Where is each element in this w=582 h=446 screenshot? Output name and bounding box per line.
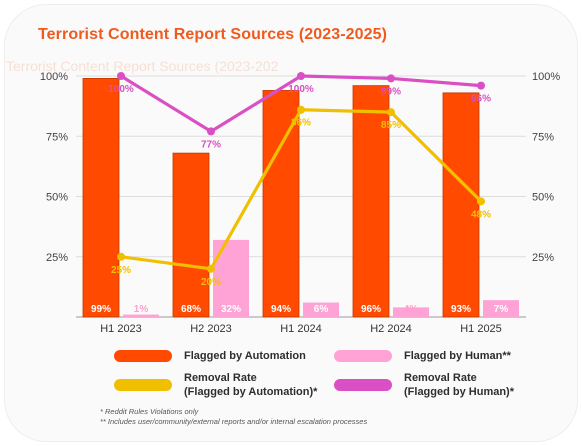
bar-label-human: 6% — [314, 304, 329, 315]
legend-item-removal-automation: Removal Rate (Flagged by Automation)* — [114, 371, 317, 399]
data-label-removal-human: 96% — [471, 94, 491, 105]
bar-label-human: 32% — [221, 304, 241, 315]
data-label-removal-human: 100% — [108, 84, 134, 95]
point-removal-automation — [387, 108, 395, 117]
data-label-removal-automation: 25% — [111, 265, 131, 276]
bar-human — [483, 300, 519, 317]
data-label-removal-automation: 20% — [201, 277, 221, 288]
y-tick-right: 100% — [532, 71, 560, 83]
data-label-removal-automation: 86% — [291, 118, 311, 129]
point-removal-human — [297, 72, 305, 80]
legend-label-automation: Flagged by Automation — [184, 350, 306, 362]
legend-swatch-automation — [114, 350, 172, 362]
bar-label-human: 4% — [404, 304, 419, 315]
y-tick-left: 50% — [46, 192, 68, 204]
data-label-removal-automation: 48% — [471, 209, 491, 220]
footnote-1: * Reddit Rules Violations only — [100, 407, 199, 416]
ghost-title-artifact: Terrorist Content Report Sources (2023-2… — [6, 58, 279, 74]
data-label-removal-automation: 85% — [381, 120, 401, 131]
bar-human — [123, 314, 159, 317]
legend-item-automation: Flagged by Automation — [114, 349, 306, 363]
bar-label-automation: 93% — [451, 304, 471, 315]
y-tick-left: 25% — [46, 252, 68, 264]
x-tick-label: H1 2025 — [460, 323, 502, 335]
legend-swatch-removal-human — [334, 379, 392, 391]
bar-human — [393, 307, 429, 317]
bar-label-human: 7% — [494, 304, 509, 315]
footnote-2: ** Includes user/community/external repo… — [100, 417, 368, 426]
bar-human — [303, 302, 339, 317]
y-tick-right: 25% — [532, 252, 554, 264]
point-removal-human — [207, 127, 215, 136]
bar-label-automation: 68% — [181, 304, 201, 315]
point-removal-automation — [207, 264, 215, 273]
chart-title: Terrorist Content Report Sources (2023-2… — [38, 26, 388, 43]
legend-item-removal-human: Removal Rate (Flagged by Human)* — [334, 371, 514, 399]
bar-label-automation: 96% — [361, 304, 381, 315]
legend-label-removal-human: Removal Rate (Flagged by Human)* — [404, 372, 515, 398]
point-removal-automation — [117, 252, 125, 261]
legend-item-human: Flagged by Human** — [334, 349, 511, 363]
x-tick-label: H1 2023 — [100, 323, 142, 335]
y-tick-right: 75% — [532, 131, 554, 143]
bar-automation — [172, 152, 210, 318]
point-removal-human — [117, 72, 125, 80]
bar-label-automation: 94% — [271, 304, 291, 315]
data-label-removal-human: 77% — [201, 139, 221, 150]
point-removal-human — [387, 74, 395, 83]
bar-automation — [442, 92, 480, 318]
bar-label-human: 1% — [134, 304, 149, 315]
point-removal-automation — [477, 197, 485, 206]
legend-label-human: Flagged by Human** — [404, 350, 511, 362]
y-tick-right: 50% — [532, 192, 554, 204]
legend-label-removal-automation: Removal Rate (Flagged by Automation)* — [184, 372, 318, 398]
bar-automation — [82, 78, 120, 318]
x-tick-label: H2 2023 — [190, 323, 232, 335]
data-label-removal-human: 99% — [381, 86, 401, 97]
legend-swatch-human — [334, 350, 392, 362]
data-label-removal-human: 100% — [288, 84, 314, 95]
x-tick-label: H2 2024 — [370, 323, 412, 335]
y-tick-left: 75% — [46, 131, 68, 143]
y-tick-left: 100% — [40, 71, 68, 83]
legend-swatch-removal-automation — [114, 379, 172, 391]
bar-automation — [352, 85, 390, 318]
bar-label-automation: 99% — [91, 304, 111, 315]
point-removal-human — [477, 81, 485, 90]
point-removal-automation — [297, 105, 305, 114]
x-tick-label: H1 2024 — [280, 323, 322, 335]
bar-automation — [262, 90, 300, 318]
